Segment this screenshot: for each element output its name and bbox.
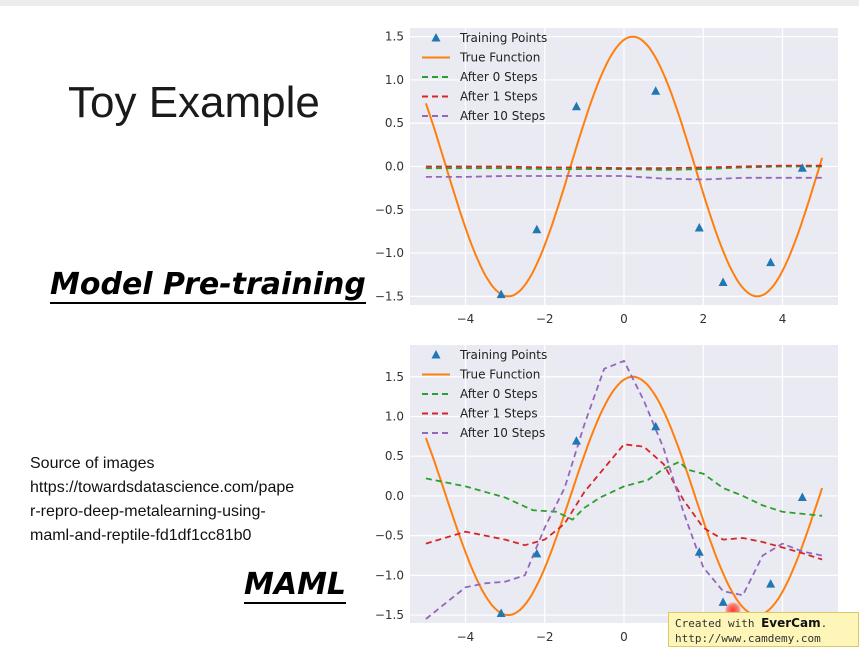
x-tick-label: 0 xyxy=(620,312,628,326)
series-line-after-1 xyxy=(425,443,823,561)
training-point xyxy=(571,436,581,445)
legend-label: Training Points xyxy=(459,31,547,45)
x-tick-label: 4 xyxy=(779,312,787,326)
training-point xyxy=(797,492,807,502)
y-tick-label: 0.5 xyxy=(385,449,404,463)
y-tick-label: 0.0 xyxy=(385,160,404,174)
x-tick-label: −4 xyxy=(457,630,475,644)
source-line: maml-and-reptile-fd1df1cc81b0 xyxy=(30,527,252,544)
y-tick-label: −1.5 xyxy=(375,608,404,622)
legend-label: After 1 Steps xyxy=(460,90,538,104)
training-point xyxy=(718,277,728,286)
y-tick-label: −1.0 xyxy=(375,246,404,260)
y-tick-label: −0.5 xyxy=(375,203,404,217)
legend-label: Training Points xyxy=(459,348,547,362)
training-point xyxy=(496,289,506,299)
legend-label: After 0 Steps xyxy=(460,387,538,401)
legend-label: After 10 Steps xyxy=(460,109,545,123)
training-point xyxy=(718,597,728,606)
training-point xyxy=(694,547,704,556)
y-tick-label: −1.5 xyxy=(375,289,404,303)
source-line: Source of images xyxy=(30,455,155,472)
y-tick-label: 0.0 xyxy=(385,489,404,503)
watermark-brand: EverCam xyxy=(761,616,821,630)
slide-title: Toy Example xyxy=(68,78,320,127)
true-function-line xyxy=(424,35,824,298)
series-line-after-10 xyxy=(425,175,823,181)
series-line-after-1 xyxy=(425,164,823,170)
x-tick-label: −4 xyxy=(457,312,475,326)
watermark: Created with EverCam. http://www.camdemy… xyxy=(668,612,859,647)
legend-label: True Function xyxy=(459,51,540,65)
y-tick-label: 1.5 xyxy=(385,30,404,44)
watermark-suffix: . xyxy=(820,617,828,630)
training-point xyxy=(766,257,776,267)
training-point xyxy=(532,224,542,234)
series-line-after-10 xyxy=(425,359,823,620)
legend-label: After 10 Steps xyxy=(460,426,545,440)
y-tick-label: −1.0 xyxy=(375,568,404,582)
x-tick-label: −2 xyxy=(536,630,554,644)
legend-marker xyxy=(431,33,441,42)
y-tick-label: −0.5 xyxy=(375,529,404,543)
watermark-url: http://www.camdemy.com xyxy=(675,632,821,645)
legend-label: True Function xyxy=(459,368,540,382)
x-tick-label: 0 xyxy=(620,630,628,644)
y-tick-label: 1.0 xyxy=(385,409,404,423)
heading-maml: MAML xyxy=(244,567,347,604)
y-tick-label: 1.5 xyxy=(385,370,404,384)
series-line-after-0 xyxy=(425,460,823,521)
legend-label: After 0 Steps xyxy=(460,70,538,84)
training-point xyxy=(651,421,661,431)
training-point xyxy=(532,548,542,558)
source-text: Source of images https://towardsdatascie… xyxy=(30,452,294,548)
training-point xyxy=(766,579,776,588)
heading-model-pretraining: Model Pre-training xyxy=(50,267,366,304)
training-point xyxy=(571,101,581,111)
watermark-prefix: Created with xyxy=(675,617,762,630)
legend-label: After 1 Steps xyxy=(460,407,538,421)
top-bar xyxy=(0,0,859,6)
y-tick-label: 1.0 xyxy=(385,73,404,87)
training-point xyxy=(651,86,661,95)
training-point xyxy=(694,222,704,232)
y-tick-label: 0.5 xyxy=(385,116,404,130)
source-line: r-repro-deep-metalearning-using- xyxy=(30,503,266,520)
x-tick-label: 2 xyxy=(699,312,707,326)
training-point xyxy=(496,608,506,617)
source-line: https://towardsdatascience.com/pape xyxy=(30,479,295,496)
legend-marker xyxy=(431,350,441,359)
x-tick-label: −2 xyxy=(536,312,554,326)
training-point xyxy=(797,163,807,172)
